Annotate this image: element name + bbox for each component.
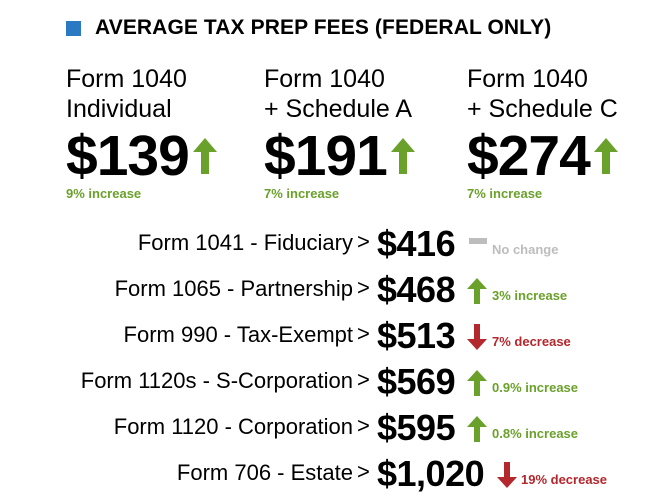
- up-arrow-icon: [467, 416, 487, 442]
- down-arrow-icon: [467, 324, 487, 350]
- fee-row-form-1120: Form 1120 - Corporation > $595 0.8% incr…: [0, 408, 663, 448]
- form-subtitle: Individual: [66, 95, 172, 123]
- form-label: Form 1041 - Fiduciary: [137, 230, 353, 255]
- chevron-right-icon: >: [357, 321, 370, 346]
- fee-amount: $569: [377, 361, 456, 402]
- change-text: 7% increase: [264, 186, 340, 201]
- fee-row-form-990: Form 990 - Tax-Exempt > $513 7% decrease: [0, 316, 663, 356]
- form-label: Form 706 - Estate: [176, 460, 353, 485]
- fee-row-form-1065: Form 1065 - Partnership > $468 3% increa…: [0, 270, 663, 310]
- change-text: 0.9% increase: [492, 380, 579, 395]
- dash-icon: [469, 238, 487, 244]
- fee-amount: $468: [377, 269, 456, 310]
- fee-row-form-1120s: Form 1120s - S-Corporation > $569 0.9% i…: [0, 362, 663, 402]
- change-text: No change: [492, 242, 559, 257]
- change-text: 7% decrease: [492, 334, 571, 349]
- form-label: Form 1120s - S-Corporation: [80, 368, 353, 393]
- up-arrow-icon: [390, 138, 415, 174]
- up-arrow-icon: [467, 370, 487, 396]
- form-name: Form 1040: [264, 65, 385, 93]
- form-label: Form 1065 - Partnership: [114, 276, 353, 301]
- form-label: Form 1120 - Corporation: [113, 414, 353, 439]
- chevron-right-icon: >: [357, 229, 370, 254]
- chevron-right-icon: >: [357, 367, 370, 392]
- chevron-right-icon: >: [357, 413, 370, 438]
- page-title: AVERAGE TAX PREP FEES (FEDERAL ONLY): [95, 16, 552, 39]
- up-arrow-icon: [192, 138, 217, 174]
- change-text: 9% increase: [66, 186, 142, 201]
- page-header: AVERAGE TAX PREP FEES (FEDERAL ONLY): [66, 14, 551, 42]
- fee-amount: $595: [377, 407, 456, 448]
- fee-amount: $1,020: [377, 453, 485, 494]
- form-name: Form 1040: [66, 65, 187, 93]
- change-text: 0.8% increase: [492, 426, 579, 441]
- top-item-form-1040-schedule-c: Form 1040 + Schedule C $274 7% increase: [467, 64, 618, 201]
- change-text: 19% decrease: [521, 472, 608, 487]
- fee-amount: $513: [377, 315, 456, 356]
- fee-amount: $139: [66, 124, 190, 188]
- form-subtitle: + Schedule A: [264, 95, 413, 123]
- fee-amount: $274: [467, 124, 591, 188]
- change-text: 7% increase: [467, 186, 543, 201]
- up-arrow-icon: [593, 138, 618, 174]
- fee-amount: $416: [377, 223, 456, 264]
- up-arrow-icon: [467, 278, 487, 304]
- chevron-right-icon: >: [357, 275, 370, 300]
- form-label: Form 990 - Tax-Exempt: [123, 322, 353, 347]
- fee-amount: $191: [264, 124, 388, 188]
- fee-row-form-1041: Form 1041 - Fiduciary > $416 No change: [0, 224, 663, 264]
- top-item-form-1040-schedule-a: Form 1040 + Schedule A $191 7% increase: [264, 64, 415, 201]
- down-arrow-icon: [497, 462, 517, 488]
- top-item-form-1040-individual: Form 1040 Individual $139 9% increase: [66, 64, 217, 201]
- form-name: Form 1040: [467, 65, 588, 93]
- form-subtitle: + Schedule C: [467, 95, 618, 123]
- blue-square-icon: [66, 20, 81, 36]
- fee-row-form-706: Form 706 - Estate > $1,020 19% decrease: [0, 454, 663, 494]
- change-text: 3% increase: [492, 288, 568, 303]
- chevron-right-icon: >: [357, 459, 370, 484]
